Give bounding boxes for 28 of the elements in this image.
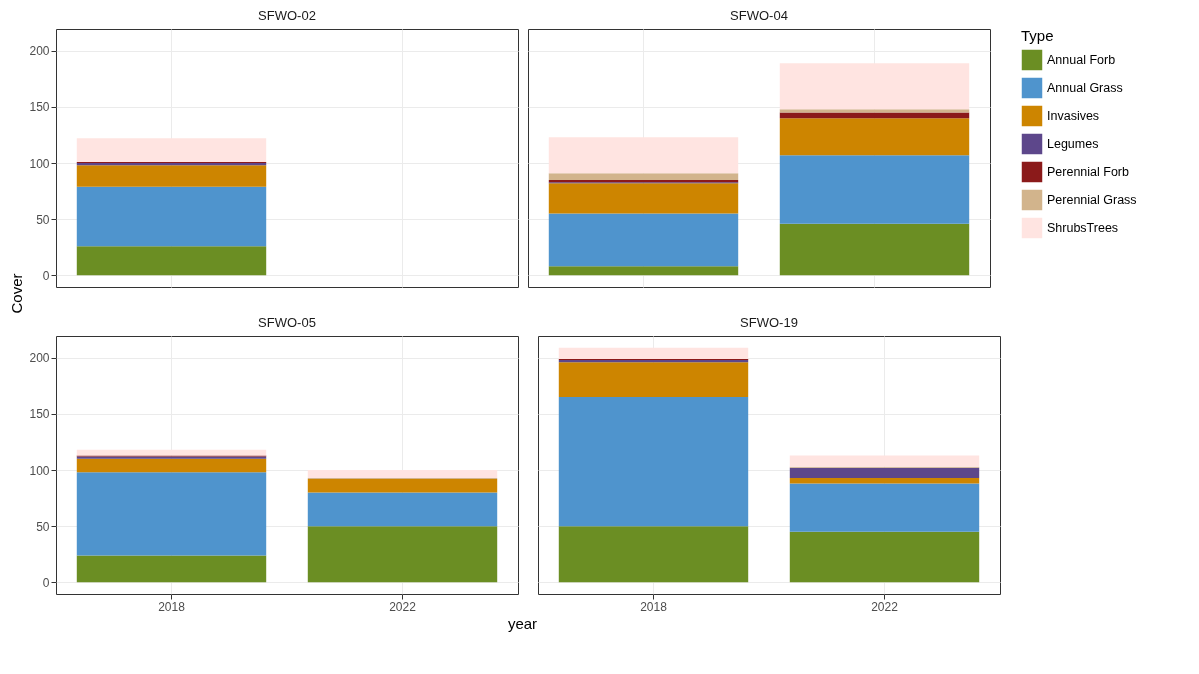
y-tick-label: 50 [36,212,50,227]
y-tick-label: 0 [42,575,50,590]
legend-label: ShrubsTrees [1047,221,1119,235]
chart-title: SFWO-05 [258,315,316,330]
legend-label: Annual Grass [1047,81,1123,95]
y-tick-label: 50 [36,519,50,534]
x-tick-label: 2022 [871,599,899,614]
x-axis-title: year [507,614,538,632]
y-tick-label: 100 [29,463,50,478]
y-tick-label: 100 [29,156,50,171]
legend-label: Perennial Grass [1047,193,1137,207]
y-tick-label: 200 [29,44,50,59]
legend-label: Annual Forb [1047,53,1116,67]
legend-label: Legumes [1047,137,1099,151]
x-tick-label: 2018 [640,599,668,614]
legend-label: Perennial Forb [1047,165,1130,179]
chart-title: SFWO-04 [730,8,788,23]
x-tick-label: 2022 [389,599,417,614]
y-tick-label: 150 [29,407,50,422]
legend-title: Type [1021,27,1054,44]
legend-label: Invasives [1047,109,1100,123]
chart-title: SFWO-19 [740,315,798,330]
y-tick-label: 200 [29,351,50,366]
y-tick-label: 0 [42,268,50,283]
y-axis-title: Cover [8,273,26,314]
y-tick-label: 150 [29,100,50,115]
x-tick-label: 2018 [158,599,186,614]
chart-title: SFWO-02 [258,8,316,23]
